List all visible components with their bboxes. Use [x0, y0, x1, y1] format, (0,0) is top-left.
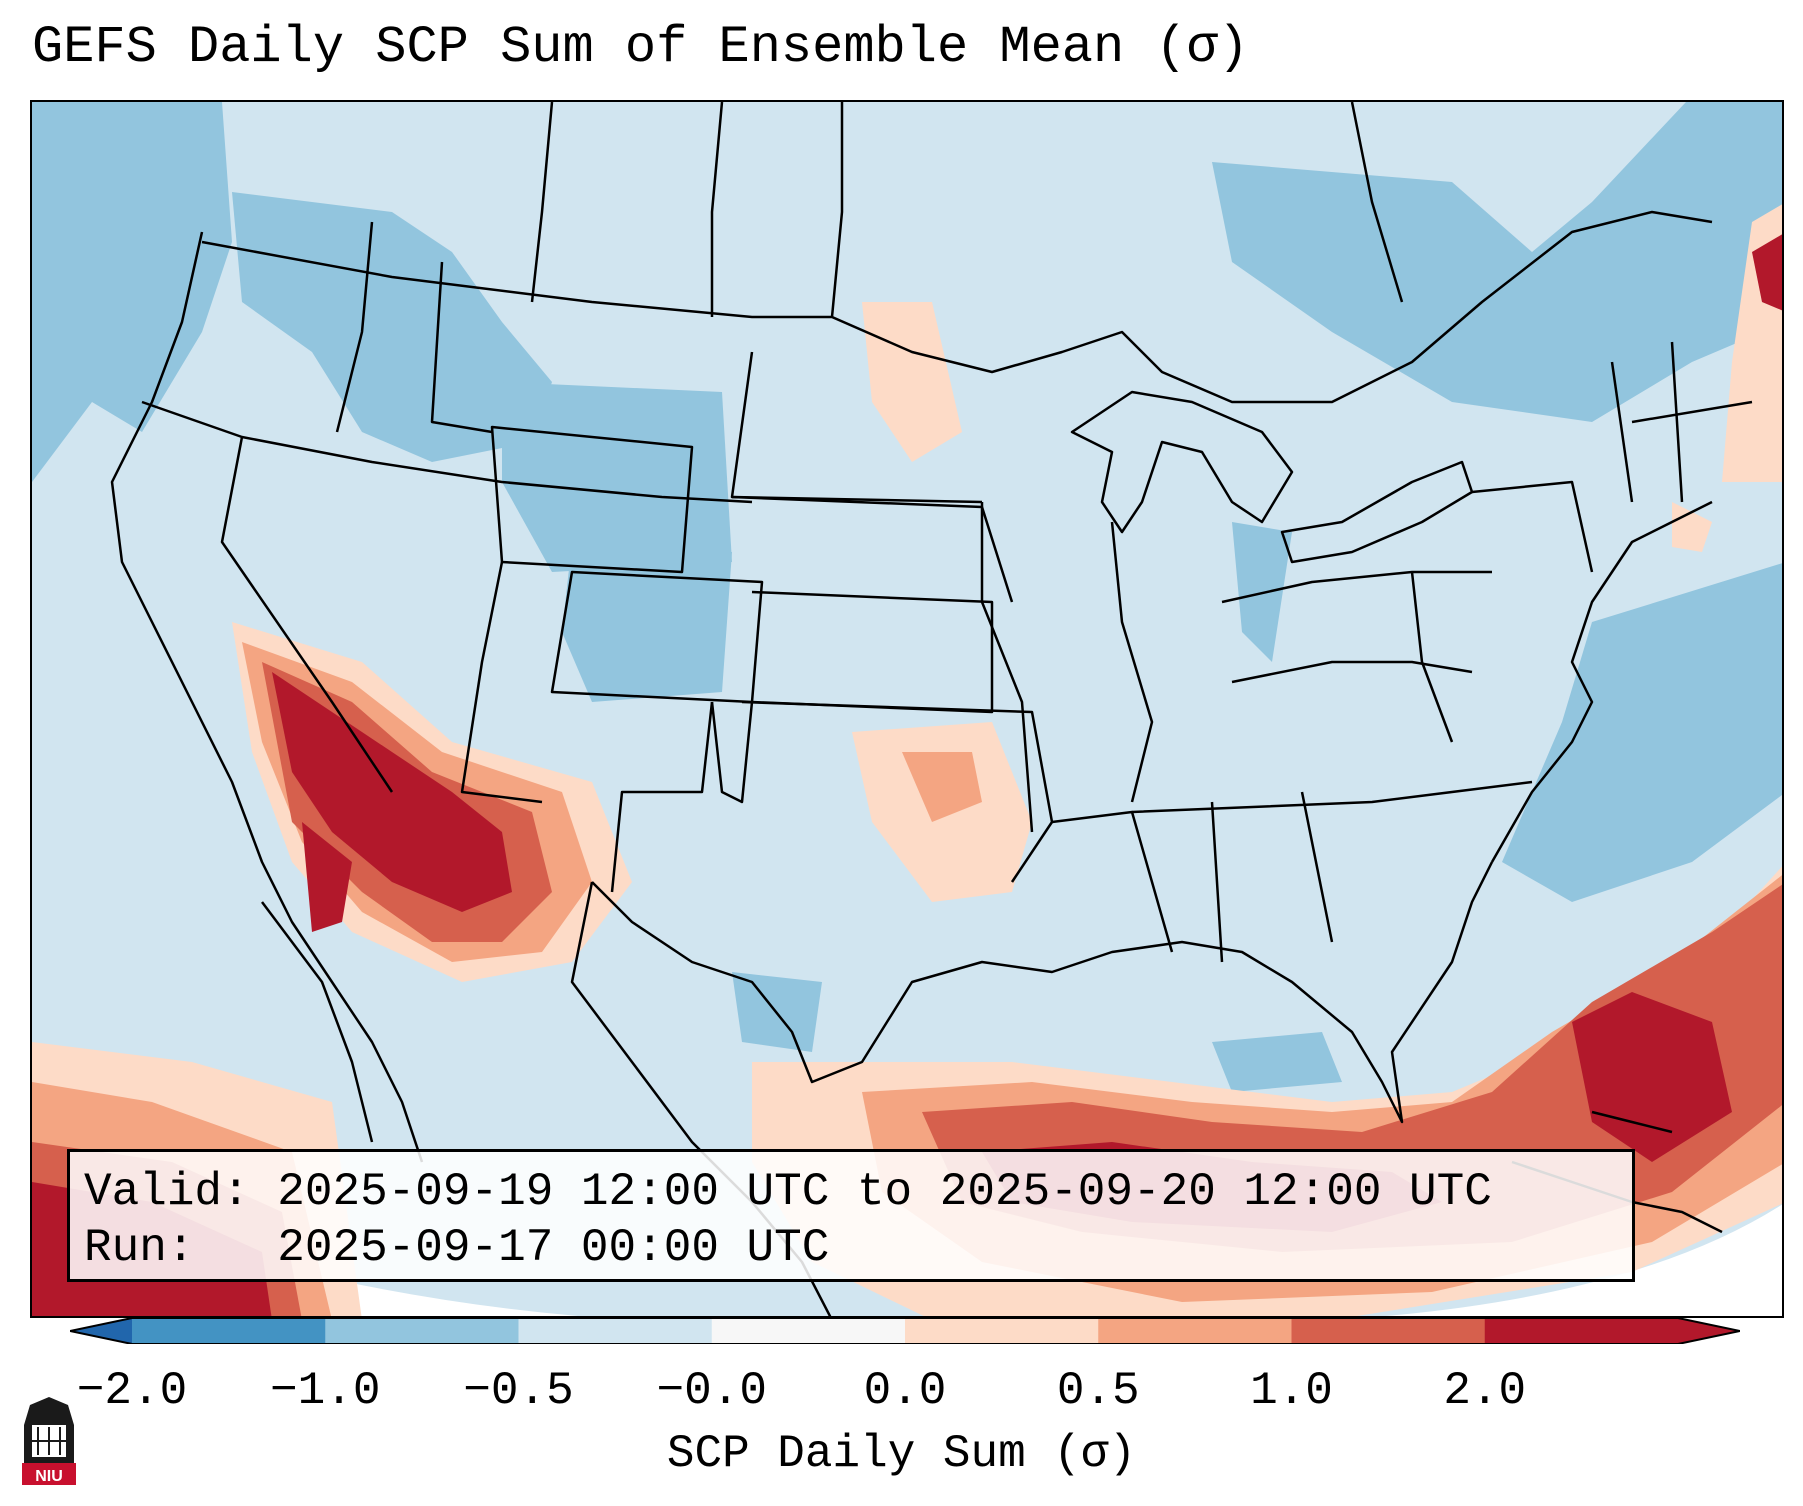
colorbar-segment	[1098, 1318, 1292, 1344]
logo-text: NIU	[35, 1468, 63, 1485]
colorbar-tick-label: −0.0	[656, 1365, 767, 1417]
colorbar-extend-high	[1678, 1318, 1740, 1344]
colorbar-label: SCP Daily Sum (σ)	[666, 1428, 1137, 1480]
gulf-coastline	[591, 861, 1494, 1124]
run-row: Run: 2025-09-17 00:00 UTC	[84, 1220, 1618, 1276]
run-value: 2025-09-17 00:00 UTC	[277, 1222, 830, 1274]
canada-border	[201, 210, 1713, 404]
colorbar-tick-label: −1.0	[270, 1365, 381, 1417]
valid-value: 2025-09-19 12:00 UTC to 2025-09-20 12:00…	[277, 1166, 1492, 1218]
colorbar-tick-label: −2.0	[76, 1365, 188, 1417]
colorbar-tick-label: −0.5	[463, 1365, 574, 1417]
colorbar-tick-label: 2.0	[1443, 1365, 1527, 1417]
colorbar-extend-low	[70, 1318, 132, 1344]
colorbar-tick-label: 0.5	[1056, 1365, 1140, 1417]
scp-map	[32, 102, 1782, 1316]
colorbar-tick-label: 0.0	[863, 1365, 947, 1417]
valid-row: Valid: 2025-09-19 12:00 UTC to 2025-09-2…	[84, 1164, 1618, 1220]
west-coastline	[110, 231, 424, 1163]
east-coastline	[1490, 500, 1713, 863]
map-panel	[30, 100, 1784, 1318]
colorbar-segment	[711, 1318, 906, 1344]
colorbar-tick-label: 1.0	[1250, 1365, 1333, 1417]
colorbar-segment	[132, 1318, 326, 1344]
colorbar-segment	[518, 1318, 713, 1344]
projection-edge-right	[1385, 1204, 1782, 1316]
colorbar-segment	[905, 1318, 1099, 1344]
map-title: GEFS Daily SCP Sum of Ensemble Mean (σ)	[32, 18, 1249, 77]
niu-logo-icon: NIU	[22, 1397, 76, 1485]
run-label: Run:	[84, 1222, 195, 1274]
great-lakes	[1070, 390, 1294, 534]
valid-label: Valid:	[84, 1166, 250, 1218]
boundaries	[110, 102, 1753, 1316]
colorbar-segment	[325, 1318, 519, 1344]
colorbar-segment	[1291, 1318, 1486, 1344]
valid-run-info-box: Valid: 2025-09-19 12:00 UTC to 2025-09-2…	[67, 1149, 1635, 1282]
colorbar-segment	[1484, 1318, 1679, 1344]
colorbar	[70, 1318, 1740, 1344]
colorbar-segments	[70, 1318, 1740, 1344]
